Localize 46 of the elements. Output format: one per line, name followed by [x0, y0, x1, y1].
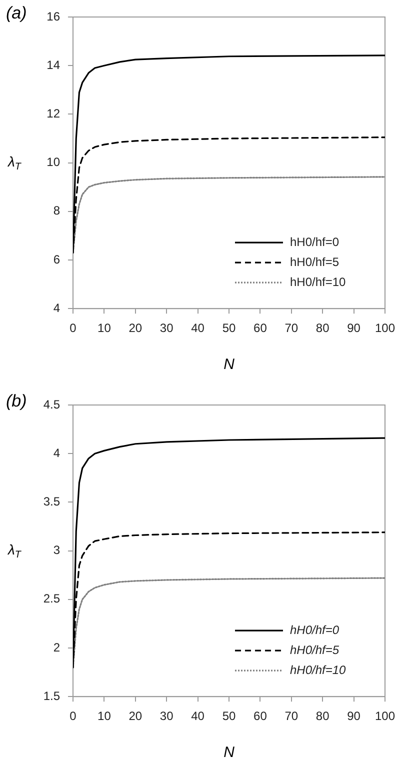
- x-tick-label: 30: [160, 709, 174, 724]
- y-tick-label: 16: [46, 9, 60, 24]
- x-tick-label: 60: [254, 709, 268, 724]
- y-tick-label: 8: [53, 204, 60, 218]
- x-tick-label: 40: [191, 321, 205, 336]
- y-tick-label: 4: [53, 300, 60, 315]
- x-tick-label: 100: [374, 321, 396, 336]
- legend-label: hH0/hf=10: [290, 662, 346, 677]
- x-tick-label: 60: [254, 321, 268, 336]
- x-tick-label: 50: [222, 709, 236, 724]
- x-tick-label: 30: [160, 321, 174, 336]
- x-tick-label: 40: [191, 709, 205, 724]
- legend-label: hH0/hf=5: [290, 642, 340, 657]
- y-tick-label: 2.5: [43, 592, 60, 606]
- legend-label: hH0/hf=5: [290, 254, 340, 269]
- y-tick-label: 4.5: [43, 397, 60, 412]
- x-tick-label: 70: [284, 321, 298, 336]
- y-tick-label: 6: [53, 252, 60, 266]
- x-tick-label: 20: [128, 321, 142, 336]
- x-tick-label: 50: [222, 321, 236, 336]
- y-tick-label: 1.5: [43, 688, 60, 703]
- x-tick-label: 80: [316, 709, 330, 724]
- x-tick-label: 10: [98, 709, 112, 724]
- x-tick-label: 90: [347, 709, 361, 724]
- x-tick-label: 80: [316, 321, 330, 336]
- x-axis-title: N: [224, 356, 235, 374]
- x-tick-label: 10: [98, 321, 112, 336]
- x-tick-label: 20: [128, 709, 142, 724]
- y-tick-label: 12: [46, 106, 60, 121]
- y-tick-label: 14: [46, 58, 60, 72]
- y-tick-label: 10: [46, 155, 60, 170]
- chart-title: (b): [6, 392, 27, 411]
- x-tick-label: 0: [70, 321, 77, 336]
- y-tick-label: 2: [53, 640, 60, 654]
- legend-label: hH0/hf=0: [290, 622, 340, 637]
- y-tick-label: 4: [53, 446, 60, 460]
- y-tick-label: 3: [53, 543, 60, 558]
- x-tick-label: 90: [347, 321, 361, 336]
- x-tick-label: 70: [284, 709, 298, 724]
- x-axis-title: N: [224, 744, 235, 762]
- legend-label: hH0/hf=10: [290, 274, 346, 289]
- y-tick-label: 3.5: [43, 494, 60, 509]
- chart-title: (a): [6, 4, 27, 23]
- x-tick-label: 100: [374, 709, 396, 724]
- legend-label: hH0/hf=0: [290, 234, 340, 249]
- x-tick-label: 0: [70, 709, 77, 724]
